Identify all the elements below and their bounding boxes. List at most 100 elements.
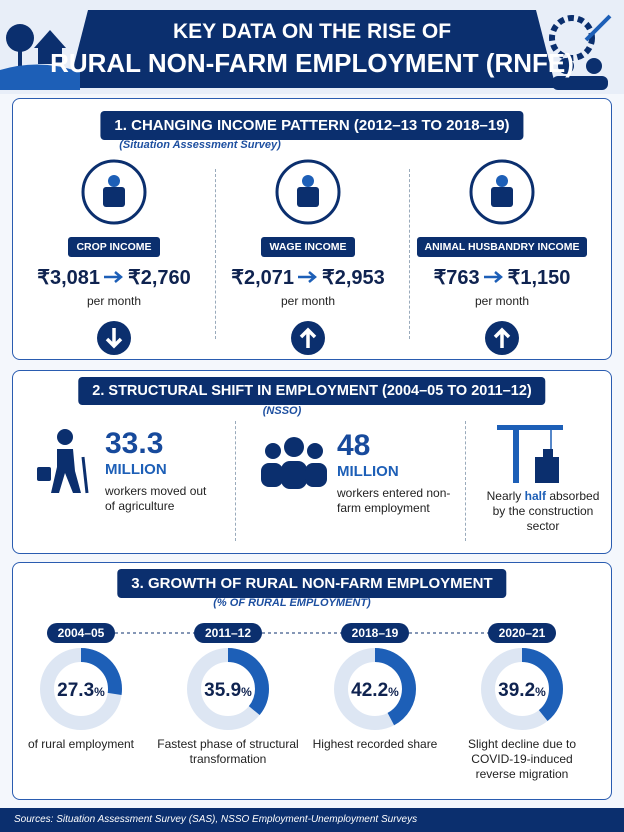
description-box: Slight decline due to COVID-19-induced r… [467, 737, 577, 781]
icon-glyph [108, 175, 120, 187]
change-arrow [104, 271, 123, 283]
income-to: ₹2,953 [322, 267, 385, 289]
trend-arrow [105, 328, 123, 349]
year-pill [194, 623, 262, 643]
year-label: 2011–12 [205, 626, 251, 640]
value-unit: % [94, 685, 105, 699]
section-subtitle: (% OF RURAL EMPLOYMENT) [213, 597, 371, 609]
icon-part [51, 449, 81, 493]
header: KEY DATA ON THE RISE OF RURAL NON-FARM E… [0, 0, 624, 94]
icon-glyph [302, 175, 314, 187]
section-heading: 2. STRUCTURAL SHIFT IN EMPLOYMENT (2004–… [78, 377, 546, 405]
label-wrap: CROP INCOME [19, 237, 209, 257]
stat: 48 MILLION workers entered non-farm empl… [337, 429, 467, 516]
people-body [552, 76, 608, 90]
donut-value: 42.2% [351, 680, 399, 701]
year-pill [47, 623, 115, 643]
income-from: ₹3,081 [37, 267, 100, 289]
stat-unit: MILLION [337, 463, 399, 480]
icon-glyph [103, 187, 125, 207]
icon-part [307, 443, 323, 459]
title-line-2: RURAL NON-FARM EMPLOYMENT (RNFE) [50, 48, 574, 78]
icon-part [265, 443, 281, 459]
construction-note: Nearly half absorbed by the construction… [485, 489, 601, 534]
donut-segment [334, 648, 416, 730]
year-label: 2020–21 [499, 626, 546, 640]
growth-arrow [584, 14, 612, 42]
tree-icon [6, 24, 34, 52]
income-section: 1. CHANGING INCOME PATTERN (2012–13 TO 2… [12, 98, 612, 360]
donut-value: 39.2% [498, 680, 546, 701]
title-line-1: KEY DATA ON THE RISE OF [173, 20, 451, 43]
income-column: ANIMAL HUSBANDRY INCOME ₹763 ₹1,150 per mon… [407, 157, 597, 356]
income-from: ₹763 [433, 267, 480, 289]
section-heading: 3. GROWTH OF RURAL NON-FARM EMPLOYMENT [117, 569, 507, 598]
icon-part [281, 461, 307, 489]
income-column: CROP INCOME ₹3,081 ₹2,760 per month [19, 157, 209, 356]
icon-glyph [491, 187, 513, 207]
house-roof [34, 30, 66, 48]
income-values: ₹3,081 ₹2,760 [19, 265, 209, 290]
income-unit: per month [280, 294, 336, 308]
footer: Sources: Situation Assessment Survey (SA… [0, 808, 624, 832]
donut-segment [481, 648, 563, 730]
value-number: 42.2 [351, 680, 388, 701]
income-label: ANIMAL HUSBANDRY INCOME [416, 237, 588, 257]
year-pill [341, 623, 409, 643]
donut-segment [40, 648, 122, 730]
divider [465, 421, 466, 541]
stat-value: 33.3 [105, 427, 164, 460]
income-label: CROP INCOME [68, 237, 160, 257]
trend-icon [291, 321, 325, 355]
income-icon [275, 159, 341, 225]
income-label: WAGE INCOME [261, 237, 355, 257]
shift-section: 2. STRUCTURAL SHIFT IN EMPLOYMENT (2004–… [12, 370, 612, 554]
change-arrow [298, 271, 317, 283]
year-label: 2004–05 [58, 626, 105, 640]
income-icon [81, 159, 147, 225]
year-label: 2018–19 [352, 626, 399, 640]
stat-value: 48 [337, 429, 371, 462]
donut-description: Slight decline due to COVID-19-induced r… [467, 737, 577, 781]
arrow-shape [298, 271, 317, 283]
description-box: Fastest phase of structural transformati… [157, 737, 298, 766]
tree-trunk [18, 48, 22, 66]
house-body [38, 48, 62, 64]
donut-value: 27.3% [57, 680, 105, 701]
crane-icon [497, 425, 563, 483]
note-text: absorbed by the construction sector [492, 489, 600, 533]
icon-part [261, 463, 283, 487]
value-unit: % [241, 685, 252, 699]
header-banner [68, 10, 556, 88]
note-emphasis: half [524, 489, 546, 503]
value-number: 35.9 [204, 680, 241, 701]
value-unit: % [388, 685, 399, 699]
icon-part [535, 457, 559, 483]
value-unit: % [535, 685, 546, 699]
section-heading: 1. CHANGING INCOME PATTERN (2012–13 TO 2… [100, 111, 524, 140]
icon-part [305, 463, 327, 487]
person-icon [586, 58, 602, 74]
income-column: WAGE INCOME ₹2,071 ₹2,953 per month [213, 157, 403, 356]
trend-arrow [299, 327, 317, 348]
income-unit: per month [86, 294, 142, 308]
donut-value: 35.9% [204, 680, 252, 701]
section-source: (Situation Assessment Survey) [119, 139, 281, 151]
donut-chart: 2004–05 27.3% of rural employment 2011–12 35… [28, 623, 577, 781]
income-unit: per month [474, 294, 530, 308]
donut-segment [187, 648, 269, 730]
icon-glyph [496, 175, 508, 187]
description-box: of rural employment [28, 737, 134, 751]
value-number: 39.2 [498, 680, 535, 701]
icon-part [284, 437, 304, 457]
trend-icon [485, 321, 519, 355]
gear-icon [549, 15, 595, 61]
walker-icon [37, 429, 89, 494]
stat: 33.3 MILLION workers moved out of agricu… [105, 427, 215, 514]
icon-glyph [297, 187, 319, 207]
icon-part [57, 429, 73, 445]
trend-arrow [493, 327, 511, 348]
trend-icon [97, 321, 131, 355]
stat-description: workers entered non-farm employment [337, 486, 451, 515]
growth-section: 3. GROWTH OF RURAL NON-FARM EMPLOYMENT (… [12, 562, 612, 800]
